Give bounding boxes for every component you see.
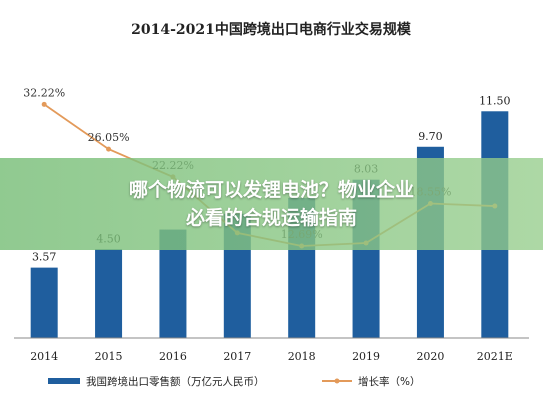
x-tick-2016: 2016: [159, 350, 187, 363]
x-tick-2015: 2015: [95, 350, 123, 363]
bar-2014: [30, 267, 58, 338]
legend: 我国跨境出口零售额（万亿元人民币） 增长率（%）: [48, 375, 420, 388]
growth-point-2014: [41, 101, 47, 107]
legend-bar-swatch: [48, 378, 80, 384]
x-tick-2019: 2019: [352, 350, 380, 363]
bar-value-label-2021E: 11.50: [479, 94, 511, 107]
legend-line-marker: [334, 378, 340, 384]
x-tick-2018: 2018: [288, 350, 316, 363]
growth-label-2015: 26.05%: [88, 131, 130, 144]
x-tick-2021E: 2021E: [477, 350, 513, 363]
growth-point-2015: [106, 146, 112, 152]
overlay-line-1: 哪个物流可以发锂电池？物业企业: [128, 179, 414, 201]
overlay-line-2: 必看的合规运输指南: [185, 207, 357, 229]
chart-title: 2014-2021中国跨境出口电商行业交易规模: [131, 21, 412, 38]
growth-label-2014: 32.22%: [23, 86, 65, 99]
overlay-banner[interactable]: 哪个物流可以发锂电池？物业企业 必看的合规运输指南: [0, 158, 543, 250]
x-axis: 2014 2015 2016 2017 2018 2019 2020 2021E: [14, 337, 529, 363]
x-tick-2014: 2014: [30, 350, 58, 363]
x-tick-2020: 2020: [416, 350, 444, 363]
legend-line-label: 增长率（%）: [358, 375, 420, 388]
bar-2015: [95, 249, 123, 338]
bar-value-label-2020: 9.70: [418, 130, 443, 143]
bar-value-label-2014: 3.57: [32, 251, 57, 264]
x-tick-2017: 2017: [223, 350, 251, 363]
legend-bar-label: 我国跨境出口零售额（万亿元人民币）: [86, 375, 265, 388]
